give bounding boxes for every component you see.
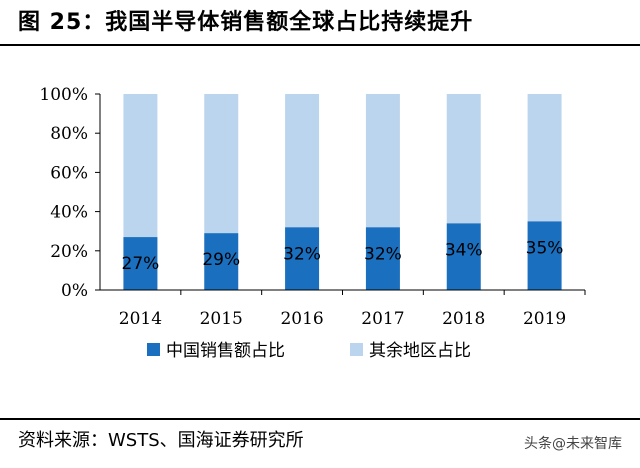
y-tick-label: 60%	[50, 163, 88, 183]
watermark: 头条@未来智库	[524, 436, 622, 452]
bar-other-2016	[285, 94, 320, 228]
source-note: 资料来源：WSTS、国海证券研究所	[18, 430, 304, 451]
y-tick-label: 20%	[50, 242, 88, 262]
x-tick-label: 2019	[523, 309, 566, 329]
bar-other-2019	[527, 94, 562, 222]
x-tick-label: 2018	[442, 309, 485, 329]
bar-china-2017	[365, 227, 400, 290]
y-tick-label: 0%	[61, 281, 88, 301]
y-tick-label: 40%	[50, 203, 88, 223]
data-label-2019: 35%	[526, 238, 564, 258]
bars: 27% 29% 32% 32% 34% 35%	[122, 94, 564, 290]
data-label-2017: 32%	[364, 244, 402, 264]
page-title: 图 25：我国半导体销售额全球占比持续提升	[18, 10, 474, 35]
bar-other-2014	[123, 94, 158, 238]
bar-other-2018	[446, 94, 481, 224]
x-tick-label: 2016	[280, 309, 323, 329]
legend-other-label: 其余地区占比	[369, 341, 471, 361]
bar-china-2016	[285, 227, 320, 290]
data-label-2014: 27%	[122, 254, 160, 274]
x-tick-label: 2017	[361, 309, 404, 329]
legend-china-swatch	[147, 343, 160, 356]
x-tick-label: 2015	[200, 309, 243, 329]
data-label-2018: 34%	[445, 240, 483, 260]
legend-other-swatch	[350, 343, 363, 356]
legend-china-label: 中国销售额占比	[166, 341, 285, 361]
legend: 中国销售额占比 其余地区占比	[147, 341, 471, 361]
data-label-2016: 32%	[283, 244, 321, 264]
title-rule	[0, 44, 640, 46]
y-tick-label: 100%	[39, 85, 88, 105]
bar-other-2017	[365, 94, 400, 228]
bar-china-2014	[123, 237, 158, 290]
y-axis: 0% 20% 40% 60% 80% 100%	[39, 85, 101, 301]
x-axis: 2014 2015 2016 2017 2018 2019	[100, 289, 586, 329]
x-tick-label: 2014	[119, 309, 162, 329]
bar-china-2019	[527, 221, 562, 290]
bar-other-2015	[204, 94, 239, 234]
data-label-2015: 29%	[202, 250, 240, 270]
y-tick-label: 80%	[50, 124, 88, 144]
bar-china-2015	[204, 233, 239, 290]
source-rule	[0, 418, 640, 420]
bar-china-2018	[446, 223, 481, 290]
